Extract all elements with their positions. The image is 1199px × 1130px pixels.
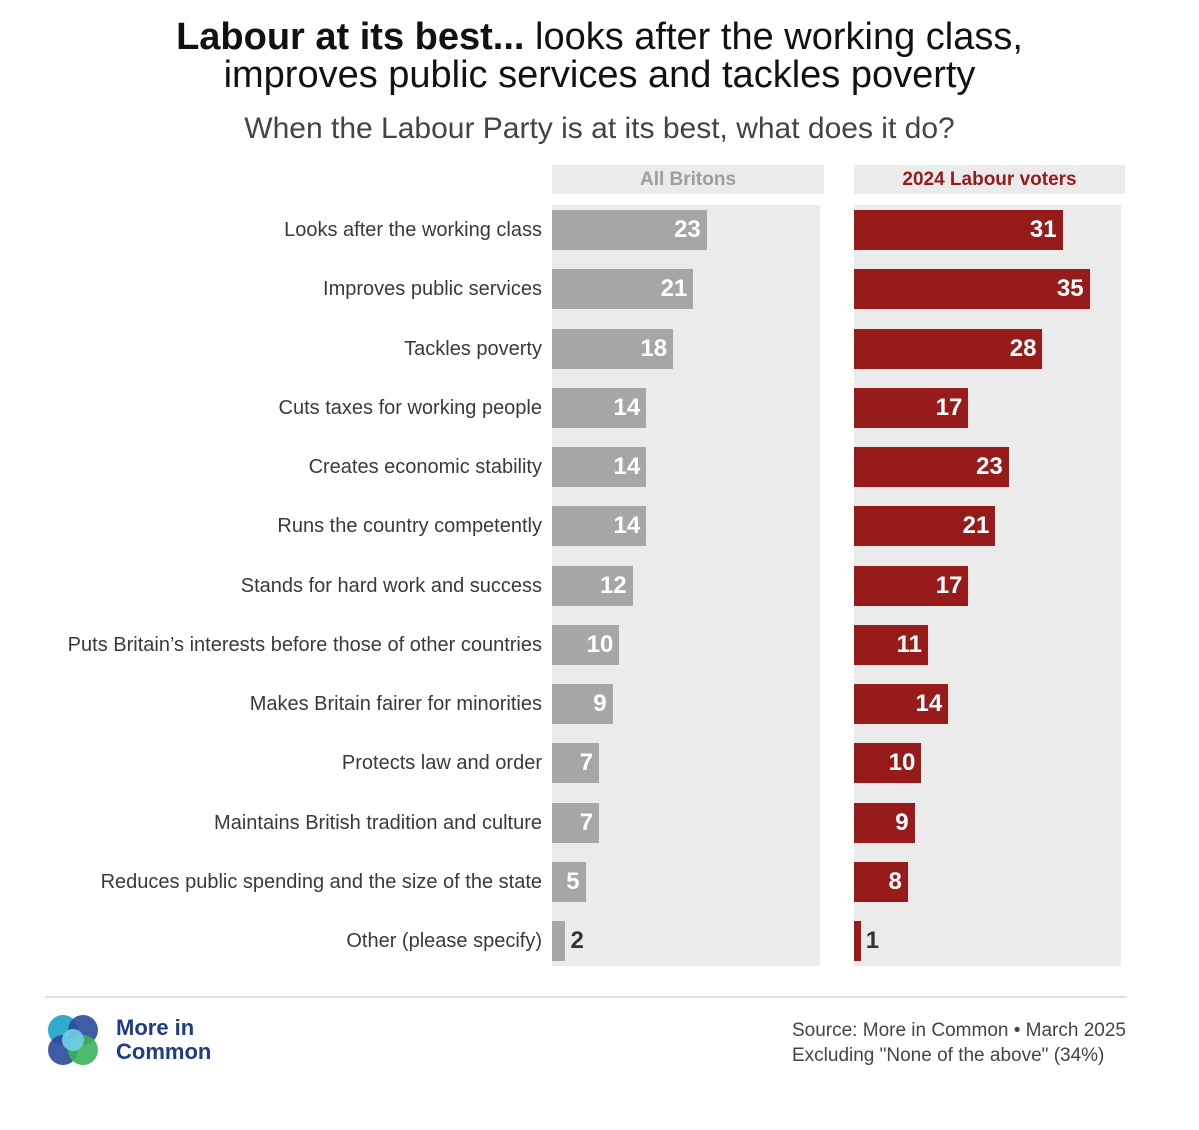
logo-line-1: More in (116, 1015, 195, 1040)
data-label-labour-voters: 35 (1056, 275, 1084, 303)
bar-all-britons (552, 802, 600, 843)
bar-labour-voters (854, 447, 1009, 487)
footer-divider (45, 996, 1127, 998)
source-line-2: Excluding "None of the above" (34%) (791, 1045, 1105, 1066)
bar-labour-voters (854, 506, 996, 547)
data-label-all-britons: 12 (600, 571, 627, 599)
category-label: Cuts taxes for working people (278, 396, 542, 419)
data-label-labour-voters: 9 (895, 808, 909, 836)
data-label-labour-voters: 14 (915, 690, 943, 717)
category-label: Makes Britain fairer for minorities (249, 693, 542, 715)
bar-all-britons (552, 506, 647, 547)
bar-labour-voters (854, 802, 915, 843)
data-label-labour-voters: 11 (896, 630, 923, 658)
bar-labour-voters (854, 328, 1043, 369)
data-label-all-britons: 14 (613, 393, 641, 421)
category-label: Runs the country competently (277, 515, 542, 538)
data-label-all-britons: 23 (674, 216, 701, 243)
bar-labour-voters (854, 624, 929, 665)
data-label-labour-voters: 23 (976, 453, 1003, 480)
bar-labour-voters (854, 269, 1090, 310)
data-label-labour-voters: 10 (888, 749, 916, 777)
bar-labour-voters (854, 684, 949, 724)
bar-all-britons (552, 387, 647, 428)
data-label-labour-voters: 1 (865, 927, 880, 954)
data-label-labour-voters: 28 (1009, 334, 1037, 362)
bar-all-britons (552, 447, 647, 487)
bar-labour-voters (854, 921, 861, 961)
bar-all-britons (552, 269, 694, 310)
data-label-labour-voters: 31 (1029, 216, 1057, 243)
bar-all-britons (552, 624, 620, 665)
logo-wordmark: More in Common (116, 1016, 211, 1064)
category-label: Improves public services (323, 278, 542, 301)
bar-all-britons (552, 921, 566, 961)
category-label: Puts Britain’s interests before those of… (67, 633, 542, 656)
source-line-1: Source: More in Common • March 2025 (791, 1020, 1126, 1041)
bar-labour-voters (854, 743, 922, 784)
data-label-all-britons: 7 (579, 808, 594, 836)
panel-header-labour-voters: 2024 Labour voters (854, 165, 1125, 194)
category-label: Other (please specify) (346, 930, 542, 952)
data-label-labour-voters: 8 (888, 867, 902, 895)
chart-subtitle: When the Labour Party is at its best, wh… (244, 112, 955, 145)
bar-all-britons (552, 210, 707, 250)
data-label-all-britons: 21 (660, 275, 688, 303)
data-label-labour-voters: 21 (962, 512, 990, 540)
panel-header-all-britons: All Britons (552, 165, 824, 194)
data-label-all-britons: 14 (613, 512, 641, 540)
source-note: Source: More in Common • March 2025 Excl… (792, 1018, 1126, 1068)
data-label-all-britons: 5 (566, 867, 580, 895)
category-label: Tackles poverty (404, 337, 542, 360)
bar-labour-voters (854, 565, 969, 606)
more-in-common-logo-icon (48, 1015, 98, 1065)
bar-labour-voters (854, 210, 1063, 250)
chart-title-line-1: Labour at its best... looks after the wo… (0, 18, 1199, 56)
bar-all-britons (552, 328, 674, 369)
chart-title-bold: Labour at its best... (176, 16, 525, 58)
data-label-all-britons: 10 (586, 630, 614, 658)
data-label-all-britons: 7 (579, 749, 594, 777)
bar-all-britons (552, 684, 613, 724)
bar-all-britons (552, 565, 633, 606)
category-label: Creates economic stability (308, 456, 542, 478)
bar-labour-voters (854, 861, 908, 902)
bar-all-britons (552, 743, 600, 784)
bar-all-britons (552, 861, 586, 902)
chart-title-line-2: improves public services and tackles pov… (223, 54, 976, 96)
data-label-labour-voters: 17 (935, 571, 963, 599)
data-label-all-britons: 2 (570, 927, 584, 954)
category-label: Protects law and order (341, 752, 542, 775)
category-label: Reduces public spending and the size of … (100, 870, 542, 893)
bar-labour-voters (854, 387, 969, 428)
data-label-all-britons: 9 (593, 690, 607, 717)
data-label-all-britons: 18 (640, 334, 668, 362)
data-label-labour-voters: 17 (935, 393, 963, 421)
data-label-all-britons: 14 (613, 453, 641, 480)
category-label: Maintains British tradition and culture (214, 811, 542, 834)
chart-title-rest: looks after the working class, (524, 16, 1023, 58)
logo-line-2: Common (116, 1039, 212, 1064)
category-label: Stands for hard work and success (240, 574, 542, 597)
category-label: Looks after the working class (284, 219, 542, 241)
